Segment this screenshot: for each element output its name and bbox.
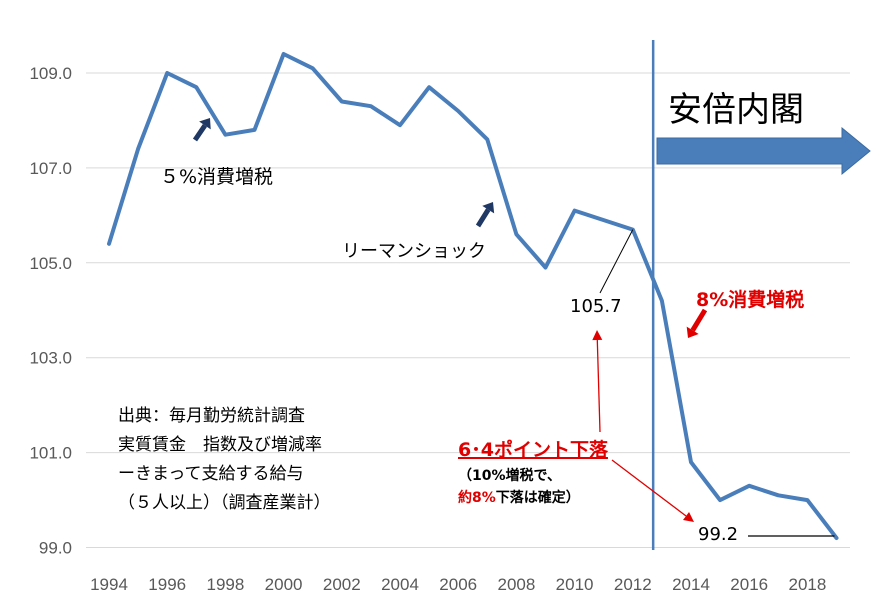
source-note: 出典：毎月勤労統計調査 実質賃金 指数及び増減率 ーきまって支給する給与 （５人…	[118, 402, 331, 518]
pointer-arrow-icon-shaft	[192, 124, 207, 142]
pointer-arrow-icon-shaft	[475, 208, 491, 228]
annotation-note-line-2: 約8%下落は確定）	[458, 487, 580, 507]
series-line-real-wage-index	[107, 52, 839, 540]
source-line-4: （５人以上）（調査産業計）	[118, 493, 331, 513]
x-tick-label: 2008	[497, 575, 535, 594]
x-tick-label: 2006	[439, 575, 477, 594]
annotation-note-red: 約8%	[458, 490, 496, 506]
leader-line-2012	[599, 229, 634, 294]
pointer-arrow-icon	[482, 202, 495, 214]
x-tick-label: 2010	[556, 575, 594, 594]
x-tick-label: 2014	[672, 575, 710, 594]
pointer-arrow-icon	[199, 118, 211, 130]
annotation-lehman-shock: リーマンショック	[342, 241, 486, 262]
annotation-abe-cabinet: 安倍内閣	[668, 90, 804, 130]
x-tick-label: 2002	[323, 575, 361, 594]
x-tick-label: 2000	[265, 575, 303, 594]
source-line-3: ーきまって支給する給与	[118, 464, 304, 484]
data-label-2012: 105.7	[570, 296, 622, 317]
drop-arrow-down-icon	[683, 511, 694, 522]
pointer-arrow-red-icon	[686, 326, 699, 338]
annotation-note-rest: 下落は確定）	[495, 490, 580, 506]
x-tick-label: 1994	[90, 575, 128, 594]
pointer-arrow-red-icon-shaft	[690, 308, 708, 332]
source-line-1: 出典：毎月勤労統計調査	[118, 406, 305, 426]
source-line-2: 実質賃金 指数及び増減率	[118, 435, 322, 455]
drop-arrow-up-icon	[592, 330, 603, 341]
x-axis-ticks: 1994 1996 1998 2000 2002 2004 2006 2008 2010 2012…	[90, 575, 826, 594]
y-axis-ticks: 109.0 107.0 105.0 103.0 101.0 99.0	[29, 64, 72, 558]
annotation-consumption-tax-5: ５%消費増税	[160, 166, 274, 188]
y-tick-label: 105.0	[29, 254, 72, 273]
data-label-2019: 99.2	[698, 524, 739, 545]
y-tick-label: 99.0	[39, 539, 72, 558]
x-tick-label: 1998	[206, 575, 244, 594]
drop-arrow-down-icon-shaft	[611, 459, 687, 517]
y-tick-label: 109.0	[29, 64, 72, 83]
y-tick-label: 103.0	[29, 349, 72, 368]
x-tick-label: 2012	[614, 575, 652, 594]
x-tick-label: 2018	[788, 575, 826, 594]
annotation-arrows	[192, 118, 871, 537]
x-tick-label: 2004	[381, 575, 419, 594]
y-tick-label: 101.0	[29, 444, 72, 463]
abe-cabinet-arrow-icon	[656, 126, 871, 176]
x-tick-label: 1996	[148, 575, 186, 594]
annotation-consumption-tax-8: 8%消費増税	[696, 289, 805, 311]
y-tick-label: 107.0	[29, 159, 72, 178]
annotation-note-line-1: （10%増税で、	[458, 468, 561, 484]
drop-arrow-up-icon-shaft	[596, 339, 601, 433]
annotation-drop: 6･4ポイント下落	[458, 439, 608, 461]
x-tick-label: 2016	[730, 575, 768, 594]
gridlines	[86, 72, 850, 548]
